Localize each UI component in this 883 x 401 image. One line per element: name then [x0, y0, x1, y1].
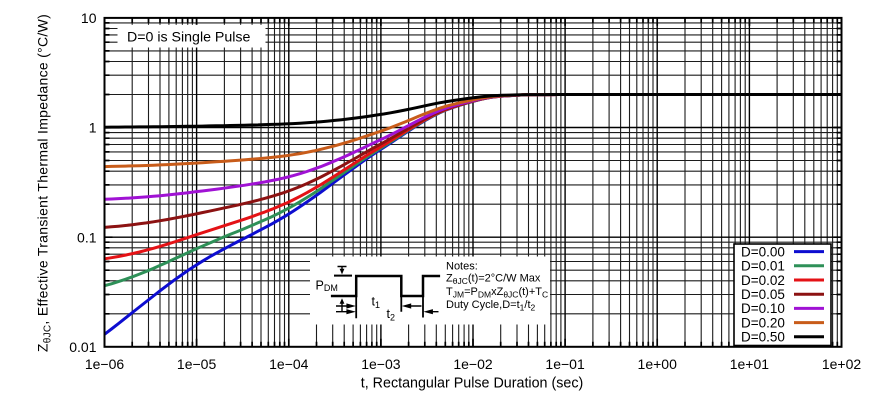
svg-text:D=0.10: D=0.10 [741, 301, 785, 316]
svg-text:PDM: PDM [316, 279, 338, 294]
svg-text:1e+02: 1e+02 [822, 356, 862, 372]
svg-text:0.1: 0.1 [77, 229, 97, 245]
svg-text:t, Rectangular Pulse Duration: t, Rectangular Pulse Duration (sec) [361, 376, 584, 392]
svg-text:1e+01: 1e+01 [730, 356, 770, 372]
svg-text:1: 1 [89, 120, 97, 136]
svg-text:1e−06: 1e−06 [85, 356, 125, 372]
svg-text:D=0.05: D=0.05 [741, 287, 785, 302]
svg-text:t2: t2 [387, 307, 396, 323]
svg-text:1e−03: 1e−03 [361, 356, 401, 372]
svg-text:TJM=PDMxZθJC(t)+TC: TJM=PDMxZθJC(t)+TC [446, 286, 548, 300]
svg-text:1e−02: 1e−02 [453, 356, 493, 372]
svg-text:D=0.20: D=0.20 [741, 315, 785, 330]
svg-text:t1: t1 [372, 295, 381, 311]
svg-text:Notes:: Notes: [446, 261, 478, 273]
svg-text:1e+00: 1e+00 [638, 356, 678, 372]
svg-text:D=0.01: D=0.01 [741, 259, 785, 274]
svg-text:ZθJC, Effective Transient Ther: ZθJC, Effective Transient Thermal Impeda… [35, 14, 54, 352]
svg-text:1e−04: 1e−04 [269, 356, 309, 372]
svg-text:ZθJC(t)=2°C/W Max: ZθJC(t)=2°C/W Max [446, 273, 541, 287]
svg-text:Duty Cycle,D=t1/t2: Duty Cycle,D=t1/t2 [446, 299, 536, 313]
svg-text:D=0 is Single Pulse: D=0 is Single Pulse [127, 30, 251, 46]
svg-text:D=0.00: D=0.00 [741, 244, 785, 259]
svg-text:10: 10 [81, 10, 97, 26]
svg-text:0.01: 0.01 [69, 339, 96, 355]
svg-text:D=0.50: D=0.50 [741, 330, 785, 345]
svg-text:1e−01: 1e−01 [545, 356, 585, 372]
svg-text:1e−05: 1e−05 [177, 356, 217, 372]
svg-text:D=0.02: D=0.02 [741, 273, 785, 288]
